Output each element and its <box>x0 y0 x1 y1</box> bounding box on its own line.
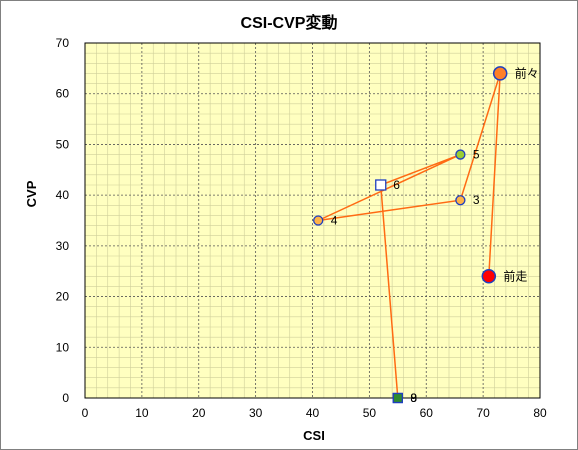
y-tick-label: 50 <box>56 137 70 151</box>
data-point <box>481 269 497 284</box>
data-point <box>492 66 508 81</box>
y-tick-label: 40 <box>56 188 70 202</box>
point-label: 5 <box>473 148 480 162</box>
x-tick-label: 80 <box>533 406 547 420</box>
x-tick-label: 40 <box>306 406 320 420</box>
y-tick-label: 20 <box>56 290 70 304</box>
point-label: 4 <box>331 214 338 228</box>
data-point <box>455 195 466 206</box>
data-points <box>313 66 508 404</box>
x-tick-label: 50 <box>363 406 377 420</box>
point-label: 6 <box>393 178 400 192</box>
y-axis-title: CVP <box>24 180 39 207</box>
chart-title: CSI-CVP変動 <box>241 13 338 32</box>
data-point <box>455 149 466 160</box>
point-label: 3 <box>473 193 480 207</box>
x-tick-label: 70 <box>476 406 490 420</box>
x-tick-label: 10 <box>135 406 149 420</box>
y-tick-label: 60 <box>56 87 70 101</box>
point-label: 9 <box>410 391 417 405</box>
plot-border <box>84 42 541 399</box>
y-tick-label: 70 <box>56 36 70 50</box>
y-tick-label: 10 <box>56 340 70 354</box>
point-label: 前々 <box>515 65 539 80</box>
x-axis-ticks: 0 10 20 30 40 50 60 70 80 <box>82 406 547 420</box>
x-tick-label: 60 <box>420 406 434 420</box>
point-label: 前走 <box>503 268 527 283</box>
x-tick-label: 20 <box>192 406 206 420</box>
y-tick-label: 30 <box>56 239 70 253</box>
x-axis-title: CSI <box>303 428 325 443</box>
point-label: 8 <box>410 391 417 405</box>
y-tick-label: 0 <box>62 391 69 405</box>
data-point <box>313 215 324 226</box>
gridlines <box>84 42 541 399</box>
data-point <box>392 392 403 404</box>
data-point <box>375 179 387 191</box>
x-tick-label: 30 <box>249 406 263 420</box>
y-axis-ticks: 0 10 20 30 40 50 60 70 <box>56 36 70 405</box>
x-tick-label: 0 <box>82 406 89 420</box>
